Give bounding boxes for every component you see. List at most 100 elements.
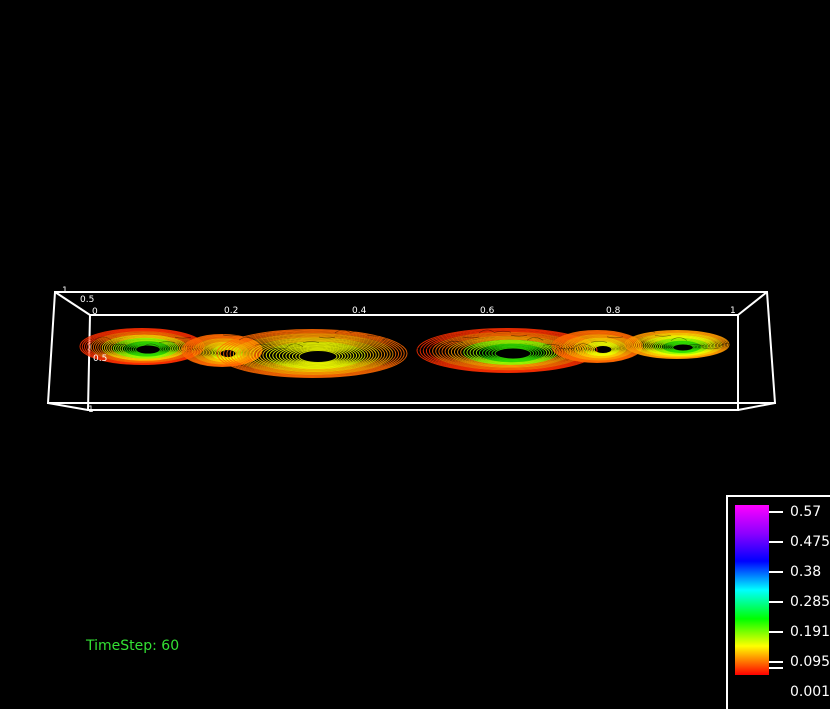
streamline-shadow — [446, 341, 464, 343]
streamline — [475, 342, 548, 363]
streamline-shadow — [222, 334, 240, 337]
streamline — [593, 345, 613, 354]
streamline-shadow — [718, 343, 736, 347]
streamline — [249, 337, 380, 373]
streamline-shadow — [590, 340, 608, 343]
streamline-shadow — [414, 347, 432, 350]
colorbar-tick — [769, 511, 783, 513]
streamline — [463, 339, 558, 365]
streamline — [226, 331, 400, 377]
streamline-shadow — [350, 330, 368, 333]
streamline-shadow — [334, 329, 352, 334]
x-axis-ticks: 0 0.2 0.4 0.6 0.8 1 — [92, 306, 736, 317]
streamline — [416, 328, 598, 373]
streamline — [246, 336, 383, 373]
streamline — [288, 347, 346, 365]
colorbar-label-min: 0.001 — [790, 684, 830, 700]
streamline-shadow — [174, 336, 192, 339]
streamline-shadow — [110, 343, 128, 346]
colorbar-tick — [769, 661, 783, 663]
streamline — [239, 334, 388, 374]
streamline — [229, 332, 397, 376]
streamline — [285, 346, 349, 366]
box-front-face — [86, 314, 739, 411]
streamline-shadow — [622, 329, 640, 334]
streamline-shadow — [558, 347, 576, 350]
streamline-shadow — [494, 330, 512, 333]
streamline-shadow — [158, 341, 176, 343]
colorbar-label: 0.475 — [790, 534, 830, 550]
colorbar-tick — [769, 541, 783, 543]
streamline — [236, 334, 391, 375]
x-tick-5: 1 — [730, 306, 736, 316]
y-tick-1: 0.5 — [80, 295, 94, 305]
colorbar-label-max: 0.57 — [790, 504, 822, 520]
z-tick-1: 1 — [88, 405, 94, 415]
streamline — [482, 344, 543, 362]
streamline-shadow — [254, 343, 272, 346]
x-tick-4: 0.8 — [606, 306, 621, 316]
streamline-shadow — [606, 336, 624, 339]
streamline — [469, 341, 553, 364]
streamline-shadow — [638, 330, 656, 333]
streamline — [485, 345, 540, 362]
color-legend: 0.57 0.475 0.38 0.285 0.191 0.095 0.001 — [726, 495, 830, 709]
streamline — [223, 330, 402, 377]
colorbar-label: 0.095 — [790, 654, 830, 670]
streamline-shadow — [430, 343, 448, 348]
streamline-shadow — [302, 341, 320, 343]
streamline-shadow — [142, 343, 160, 348]
colorbar-gradient — [735, 505, 769, 675]
streamline-shadow — [542, 344, 560, 346]
streamline — [291, 348, 344, 365]
streamline — [242, 335, 386, 374]
streamline — [275, 344, 358, 368]
y-axis-ticks: 1 0.5 — [62, 286, 94, 305]
y-tick-0: 1 — [62, 286, 68, 296]
streamline — [219, 329, 405, 378]
streamline-shadow — [478, 329, 496, 334]
streamline-shadow — [670, 337, 688, 341]
streamline — [491, 346, 535, 361]
streamline — [298, 350, 338, 363]
streamline-shadow — [270, 347, 288, 350]
colorbar-tick — [769, 667, 783, 669]
timestep-label: TimeStep: 60 — [86, 638, 180, 654]
colorbar-tick — [769, 571, 783, 573]
streamline-shadow — [366, 334, 384, 337]
colorbar-tick — [769, 601, 783, 603]
streamline — [259, 339, 372, 371]
streamline-shadow — [94, 336, 112, 341]
streamline-shadow — [382, 336, 400, 341]
box-back-face — [46, 291, 777, 404]
streamline — [472, 342, 550, 364]
streamline-shadow — [190, 329, 208, 334]
x-tick-0: 0 — [92, 307, 98, 317]
streamline-shadow — [654, 334, 672, 337]
streamline-shadow — [126, 347, 144, 350]
streamline — [494, 347, 532, 360]
streamline-shadow — [238, 336, 256, 341]
streamline-shadow — [206, 330, 224, 333]
streamline-shadow — [462, 336, 480, 339]
colorbar-tick — [769, 631, 783, 633]
streamline-shadow — [286, 343, 304, 348]
streamline — [488, 345, 537, 361]
streamline-shadow — [318, 336, 336, 339]
streamline — [135, 344, 161, 355]
streamline — [232, 333, 394, 376]
streamline — [478, 343, 545, 363]
x-tick-3: 0.6 — [480, 306, 495, 316]
streamline-tubes — [79, 328, 736, 378]
x-tick-1: 0.2 — [224, 306, 238, 316]
streamline-shadow — [526, 337, 544, 341]
streamline — [282, 345, 352, 366]
streamline — [268, 342, 363, 369]
z-tick-0: 0.5 — [93, 354, 107, 364]
streamline — [278, 344, 355, 367]
x-tick-2: 0.4 — [352, 306, 367, 316]
colorbar-label: 0.191 — [790, 624, 830, 640]
streamline-shadow — [510, 334, 528, 337]
